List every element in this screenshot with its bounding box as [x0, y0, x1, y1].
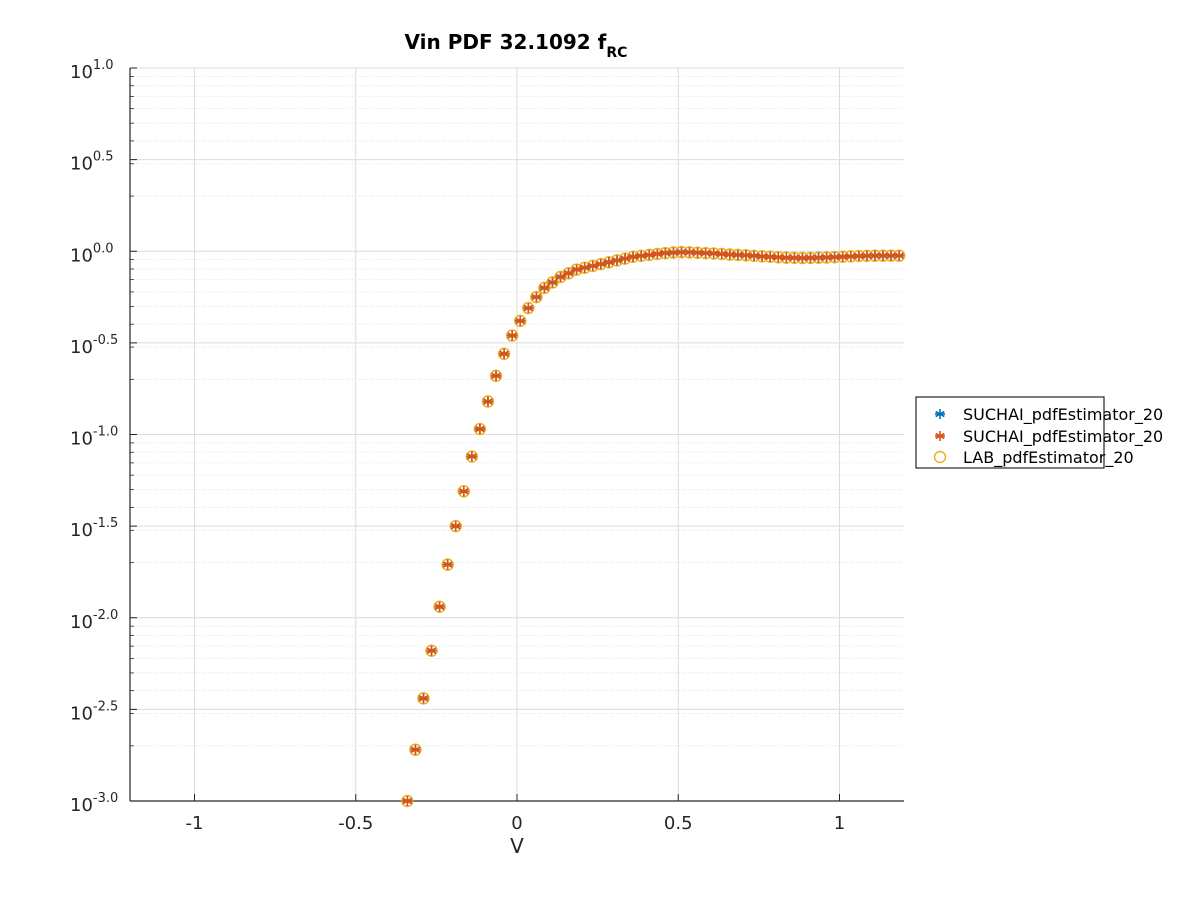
y-tick-label: 101.0: [70, 58, 114, 83]
data-point-suchai-red: [579, 262, 590, 273]
data-point-suchai-red: [724, 249, 735, 260]
data-point-suchai-red: [652, 248, 663, 259]
y-tick-label: 10-1.5: [70, 516, 118, 541]
legend-marker: [933, 450, 947, 464]
data-point-lab: [457, 485, 471, 498]
legend-label: LAB_pdfEstimator_20: [963, 448, 1134, 468]
data-point-suchai-red: [797, 253, 808, 264]
data-point-lab: [530, 290, 543, 304]
legend-label: SUCHAI_pdfEstimator_20: [963, 405, 1163, 425]
legend-label: SUCHAI_pdfEstimator_20: [963, 427, 1163, 447]
data-point-suchai-red: [482, 396, 493, 407]
legend-marker: [935, 409, 945, 419]
data-point-suchai-red: [789, 252, 800, 263]
x-tick-label: -1: [186, 813, 204, 834]
data-point-lab: [489, 369, 503, 383]
x-tick-label: -0.5: [338, 813, 373, 834]
data-point-suchai-red: [700, 248, 711, 259]
data-point-suchai-red: [595, 259, 606, 270]
x-tick-label: 0.5: [664, 813, 693, 834]
data-point-suchai-red: [458, 486, 469, 497]
data-point-suchai-red: [620, 253, 631, 264]
data-point-suchai-red: [507, 330, 518, 341]
data-point-suchai-red: [547, 277, 558, 288]
data-point-suchai-red: [402, 796, 413, 806]
x-axis-label: V: [510, 834, 524, 858]
data-point-lab: [401, 794, 414, 808]
y-tick-label: 100.5: [70, 150, 114, 175]
data-point-suchai-red: [813, 252, 824, 263]
data-point-suchai-red: [571, 264, 582, 275]
data-point-lab: [417, 692, 430, 705]
data-point-suchai-red: [853, 251, 864, 262]
data-point-suchai-red: [531, 292, 542, 303]
data-point-suchai-red: [523, 303, 534, 314]
data-point-suchai-red: [644, 249, 655, 260]
y-tick-label: 10-3.0: [70, 791, 118, 816]
data-point-lab: [473, 422, 487, 436]
data-point-lab: [513, 314, 527, 328]
legend-marker: [935, 431, 945, 441]
data-point-suchai-red: [636, 250, 647, 261]
axes: [129, 67, 904, 802]
data-point-suchai-red: [587, 260, 598, 271]
data-point-lab: [497, 347, 511, 361]
data-point-suchai-red: [555, 271, 566, 282]
data-point-suchai-red: [628, 251, 639, 262]
tick-labels: -1 -0.5 0 0.5 1 10-3.0 10-2.5 10-2.0 10-1.5 10-1.…: [70, 58, 845, 834]
x-tick-label: 1: [834, 813, 845, 834]
y-tick-label: 10-2.0: [70, 608, 118, 633]
data-point-suchai-red: [491, 370, 502, 381]
data-point-lab: [522, 301, 535, 315]
chart-title: Vin PDF 32.1092 fRC: [405, 30, 628, 61]
data-point-suchai-red: [450, 521, 461, 532]
x-tick-label: 0: [511, 813, 522, 834]
data-point-suchai-red: [499, 348, 510, 359]
data-point-lab: [481, 395, 495, 408]
data-point-suchai-red: [603, 257, 614, 268]
data-point-suchai-red: [418, 693, 429, 704]
data-point-suchai-red: [442, 559, 453, 570]
data-point-lab: [562, 266, 575, 280]
y-tick-label: 10-1.0: [70, 425, 118, 450]
data-point-suchai-red: [539, 282, 550, 293]
data-point-suchai-red: [611, 255, 622, 266]
legend: SUCHAI_pdfEstimator_20SUCHAI_pdfEstimato…: [915, 396, 1163, 469]
data-point-suchai-red: [466, 451, 477, 462]
data-point-lab: [425, 644, 438, 657]
data-point-suchai-red: [515, 315, 526, 326]
data-point-suchai-red: [434, 601, 445, 612]
series-suchai-red: [402, 247, 905, 806]
data-point-lab: [433, 600, 446, 614]
data-point-suchai-red: [426, 645, 437, 656]
data-point-lab: [441, 558, 454, 571]
data-point-suchai-red: [757, 251, 768, 262]
data-point-suchai-red: [684, 247, 695, 258]
data-point-lab: [505, 329, 519, 342]
series-lab-pdfestimator: [401, 245, 906, 808]
data-point-suchai-red: [773, 252, 784, 263]
data-point-lab: [409, 743, 422, 756]
y-tick-label: 100.0: [70, 241, 114, 266]
data-point-lab: [465, 450, 479, 463]
y-tick-label: 10-0.5: [70, 333, 118, 358]
data-point-lab: [449, 519, 462, 533]
data-point-lab: [554, 270, 567, 284]
data-point-suchai-red: [563, 268, 574, 279]
y-tick-label: 10-2.5: [70, 699, 118, 724]
data-point-suchai-red: [410, 744, 421, 755]
data-point-suchai-red: [474, 424, 485, 435]
data-point-suchai-red: [805, 252, 816, 263]
data-point-suchai-red: [894, 250, 905, 261]
